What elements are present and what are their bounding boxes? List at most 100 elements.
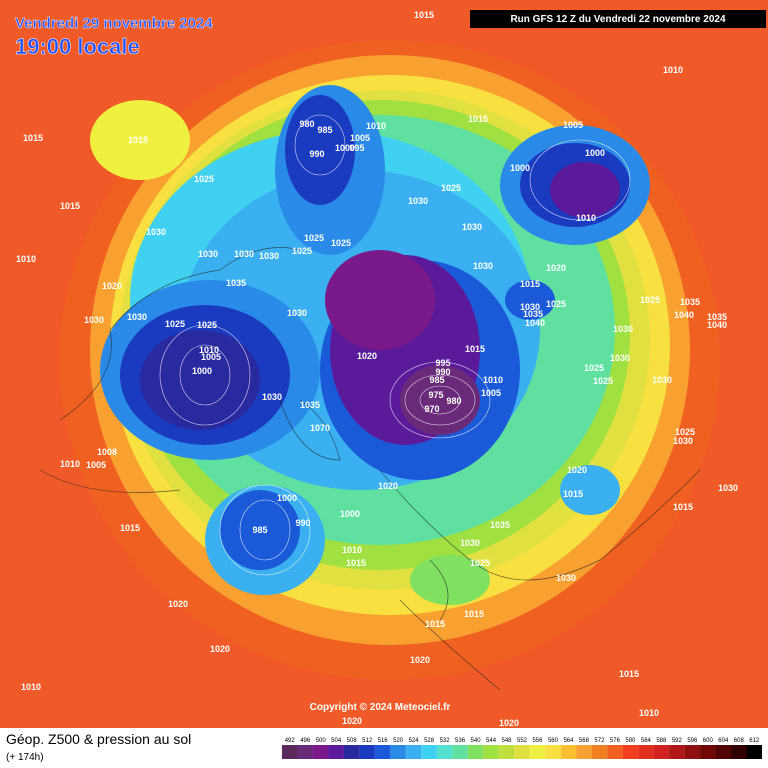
height-contour [90,100,190,180]
isobar-label: 1015 [128,135,148,145]
isobar-label: 1040 [674,310,694,320]
isobar-label: 1015 [468,114,488,124]
colorbar-cell [622,745,639,759]
isobar-label: 1020 [567,465,587,475]
isobar-label: 1030 [287,308,307,318]
isobar-label: 1040 [525,318,545,328]
isobar-label: 990 [295,518,310,528]
colorbar-cell [374,745,391,759]
isobar-label: 1005 [350,133,370,143]
isobar-label: 1015 [563,489,583,499]
colorbar-tick: 612 [749,738,760,744]
height-field [60,40,720,680]
isobar-label: 1020 [168,599,188,609]
colorbar-tick: 520 [393,738,404,744]
colorbar: 492 496 500 504 508 512 516 520 524 528 532 536 540 5… [282,738,762,759]
isobar-label: 1020 [210,644,230,654]
isobar-label: 1035 [490,520,510,530]
height-contour [285,95,355,205]
colorbar-cell [312,745,329,759]
isobar-label: 1025 [675,427,695,437]
colorbar-tick: 588 [656,738,667,744]
isobar-label: 1030 [610,353,630,363]
isobar-label: 1010 [199,345,219,355]
colorbar-tick: 536 [455,738,466,744]
colorbar-tick: 492 [285,738,296,744]
isobar-label: 980 [446,396,461,406]
run-info: Run GFS 12 Z du Vendredi 22 novembre 202… [510,14,726,25]
isobar-label: 985 [252,525,267,535]
isobar-label: 1010 [342,545,362,555]
isobar-label: 990 [435,367,450,377]
isobar-label: 1025 [584,363,604,373]
date: Vendredi 29 novembre 2024 [15,15,213,32]
colorbar-cell [436,745,453,759]
isobar-label: 1010 [16,254,36,264]
height-contour [325,250,435,350]
run-box [470,10,766,28]
colorbar-cell [390,745,406,759]
isobar-label: 1015 [464,609,484,619]
height-contour [505,280,555,320]
colorbar-cell [282,745,298,759]
colorbar-cell [452,745,468,759]
isobar-label: 1015 [23,133,43,143]
isobar-label: 1008 [97,447,117,457]
isobar-label: 1025 [292,246,312,256]
colorbar-tick: 568 [579,738,590,744]
isobar-label: 1020 [378,481,398,491]
colorbar-cell [467,745,484,759]
isobar-label: 1030 [259,251,279,261]
isobar-label: 1015 [120,523,140,533]
colorbar-tick: 548 [502,738,513,744]
colorbar-tick: 580 [625,738,636,744]
colorbar-tick: 540 [471,738,482,744]
colorbar-tick: 512 [362,738,373,744]
isobar-label: 1035 [680,297,700,307]
isobar-label: 985 [317,125,332,135]
colorbar-cell [297,745,313,759]
isobar-label: 1025 [470,558,490,568]
isobar-label: 1030 [718,483,738,493]
footer-subtitle: (+ 174h) [6,752,44,763]
isobar-label: 1015 [520,279,540,289]
colorbar-cell [731,745,747,759]
colorbar-cell [638,745,654,759]
isobar-label: 1030 [198,249,218,259]
height-contour [410,555,490,605]
isobar-label: 1015 [673,502,693,512]
colorbar-cell [405,745,422,759]
isobar-label: 1030 [262,392,282,402]
isobar-label: 1025 [197,320,217,330]
height-contour [550,162,620,218]
colorbar-tick: 504 [331,738,342,744]
colorbar-tick: 524 [409,738,420,744]
isobar-label: 1020 [102,281,122,291]
isobar-label: 1010 [60,459,80,469]
isobar-label: 1020 [410,655,430,665]
isobar-label: 1010 [663,65,683,75]
isobar-label: 1025 [593,376,613,386]
isobar-label: 1000 [277,493,297,503]
height-contour [400,365,480,435]
isobar-label: 995 [435,358,450,368]
isobar-label: 1025 [165,319,185,329]
isobar-label: 1005 [86,460,106,470]
isobar-label: 1000 [585,148,605,158]
isobar-label: 1035 [300,400,320,410]
isobar-label: 1025 [640,295,660,305]
colorbar-cell [421,745,437,759]
isobar-label: 1010 [483,375,503,385]
isobar-label: 1025 [441,183,461,193]
isobar-label: 1025 [331,238,351,248]
colorbar-cell [560,745,577,759]
colorbar-tick: 552 [517,738,528,744]
isobar-label: 1030 [462,222,482,232]
colorbar-cell [359,745,375,759]
colorbar-cell [328,745,344,759]
colorbar-cell [576,745,592,759]
colorbar-tick: 556 [532,738,543,744]
colorbar-tick: 608 [734,738,745,744]
isobar-label: 1020 [499,718,519,728]
colorbar-cell [746,745,762,759]
